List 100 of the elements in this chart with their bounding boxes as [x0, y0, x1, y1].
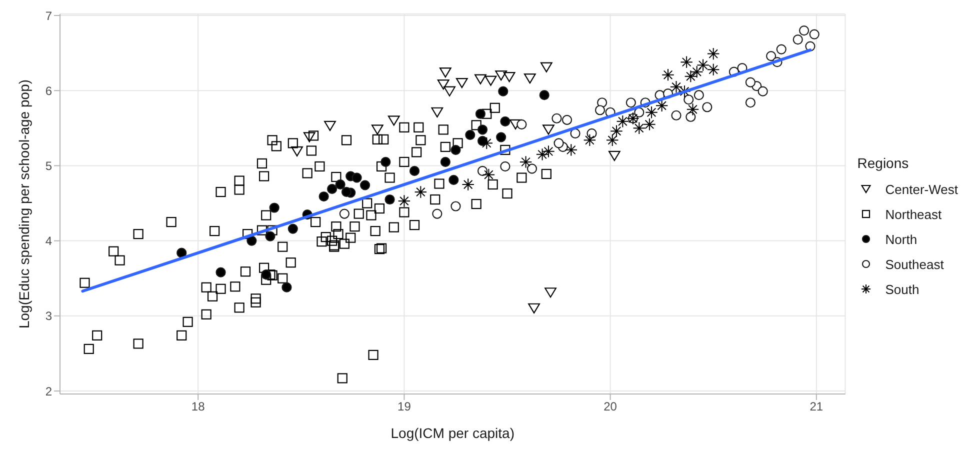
point	[564, 144, 578, 156]
point	[380, 156, 391, 167]
point	[606, 134, 619, 147]
point	[539, 90, 550, 100]
point	[510, 119, 522, 130]
point	[526, 164, 538, 174]
legend-label: South	[885, 282, 920, 296]
point	[586, 128, 597, 138]
point	[696, 58, 710, 72]
point	[484, 76, 497, 86]
point	[686, 112, 696, 122]
y-tick-label: 6	[45, 84, 52, 98]
point	[608, 150, 620, 161]
point	[431, 107, 444, 118]
point	[766, 51, 776, 62]
point	[610, 124, 623, 138]
point	[462, 178, 474, 191]
point	[643, 118, 656, 131]
point	[282, 282, 292, 292]
point	[690, 65, 704, 78]
point	[352, 172, 362, 183]
point	[269, 202, 280, 213]
point	[288, 224, 298, 234]
point	[503, 72, 516, 82]
point	[371, 124, 384, 135]
point	[324, 120, 336, 131]
legend-label: Northeast	[885, 206, 942, 222]
point	[583, 134, 596, 147]
legend-label: North	[885, 232, 918, 246]
point	[552, 113, 562, 124]
point	[482, 168, 496, 182]
point	[562, 114, 572, 125]
point	[671, 110, 682, 120]
point	[707, 47, 720, 60]
point	[318, 191, 329, 202]
point	[809, 29, 820, 40]
point	[409, 166, 420, 176]
point	[792, 34, 803, 45]
x-tick-label: 21	[810, 400, 824, 414]
point	[542, 145, 555, 158]
point	[645, 106, 658, 119]
point	[474, 74, 486, 84]
point	[291, 146, 303, 156]
point	[480, 136, 493, 150]
point	[570, 128, 580, 138]
point	[540, 62, 552, 72]
point	[448, 174, 459, 186]
point	[432, 208, 442, 219]
point	[439, 68, 452, 78]
point	[327, 184, 338, 194]
point	[335, 179, 346, 190]
point	[686, 103, 700, 116]
point	[265, 231, 276, 242]
point	[616, 115, 630, 128]
point	[341, 186, 352, 198]
point	[500, 116, 510, 126]
legend-title: Regions	[857, 154, 910, 170]
y-tick-label: 2	[45, 384, 52, 398]
point	[745, 98, 756, 108]
point	[414, 186, 428, 198]
point	[500, 161, 510, 172]
point	[444, 86, 456, 96]
point	[339, 208, 350, 219]
point	[544, 288, 556, 298]
point	[745, 77, 756, 88]
point	[437, 80, 450, 90]
point	[498, 86, 508, 96]
point	[440, 156, 450, 167]
point	[519, 156, 532, 168]
point	[524, 74, 536, 84]
legend-label: Center-West	[885, 182, 958, 196]
point	[475, 108, 486, 119]
point	[450, 144, 461, 155]
point	[594, 105, 606, 116]
point	[776, 44, 786, 54]
point	[496, 132, 506, 142]
x-axis-title: Log(ICM per capita)	[390, 424, 514, 441]
point	[694, 90, 704, 100]
point	[707, 63, 720, 76]
point	[246, 236, 257, 246]
point	[542, 124, 554, 135]
y-tick-label: 3	[45, 309, 52, 324]
point	[176, 248, 187, 258]
point	[495, 70, 508, 81]
point	[303, 132, 316, 142]
point	[388, 116, 400, 126]
point	[702, 102, 712, 112]
point	[536, 148, 549, 161]
point	[398, 194, 411, 208]
y-axis-title: Log(Educ spending per school-age pop)	[16, 79, 32, 329]
x-tick-label: 18	[191, 400, 206, 414]
legend-label: Southeast	[885, 256, 944, 272]
point	[384, 194, 395, 205]
x-tick-label: 19	[398, 400, 412, 414]
point	[680, 56, 693, 68]
point	[528, 303, 540, 314]
point	[261, 270, 272, 280]
y-tick-label: 5	[45, 158, 52, 173]
point	[758, 86, 768, 96]
point	[632, 122, 646, 134]
